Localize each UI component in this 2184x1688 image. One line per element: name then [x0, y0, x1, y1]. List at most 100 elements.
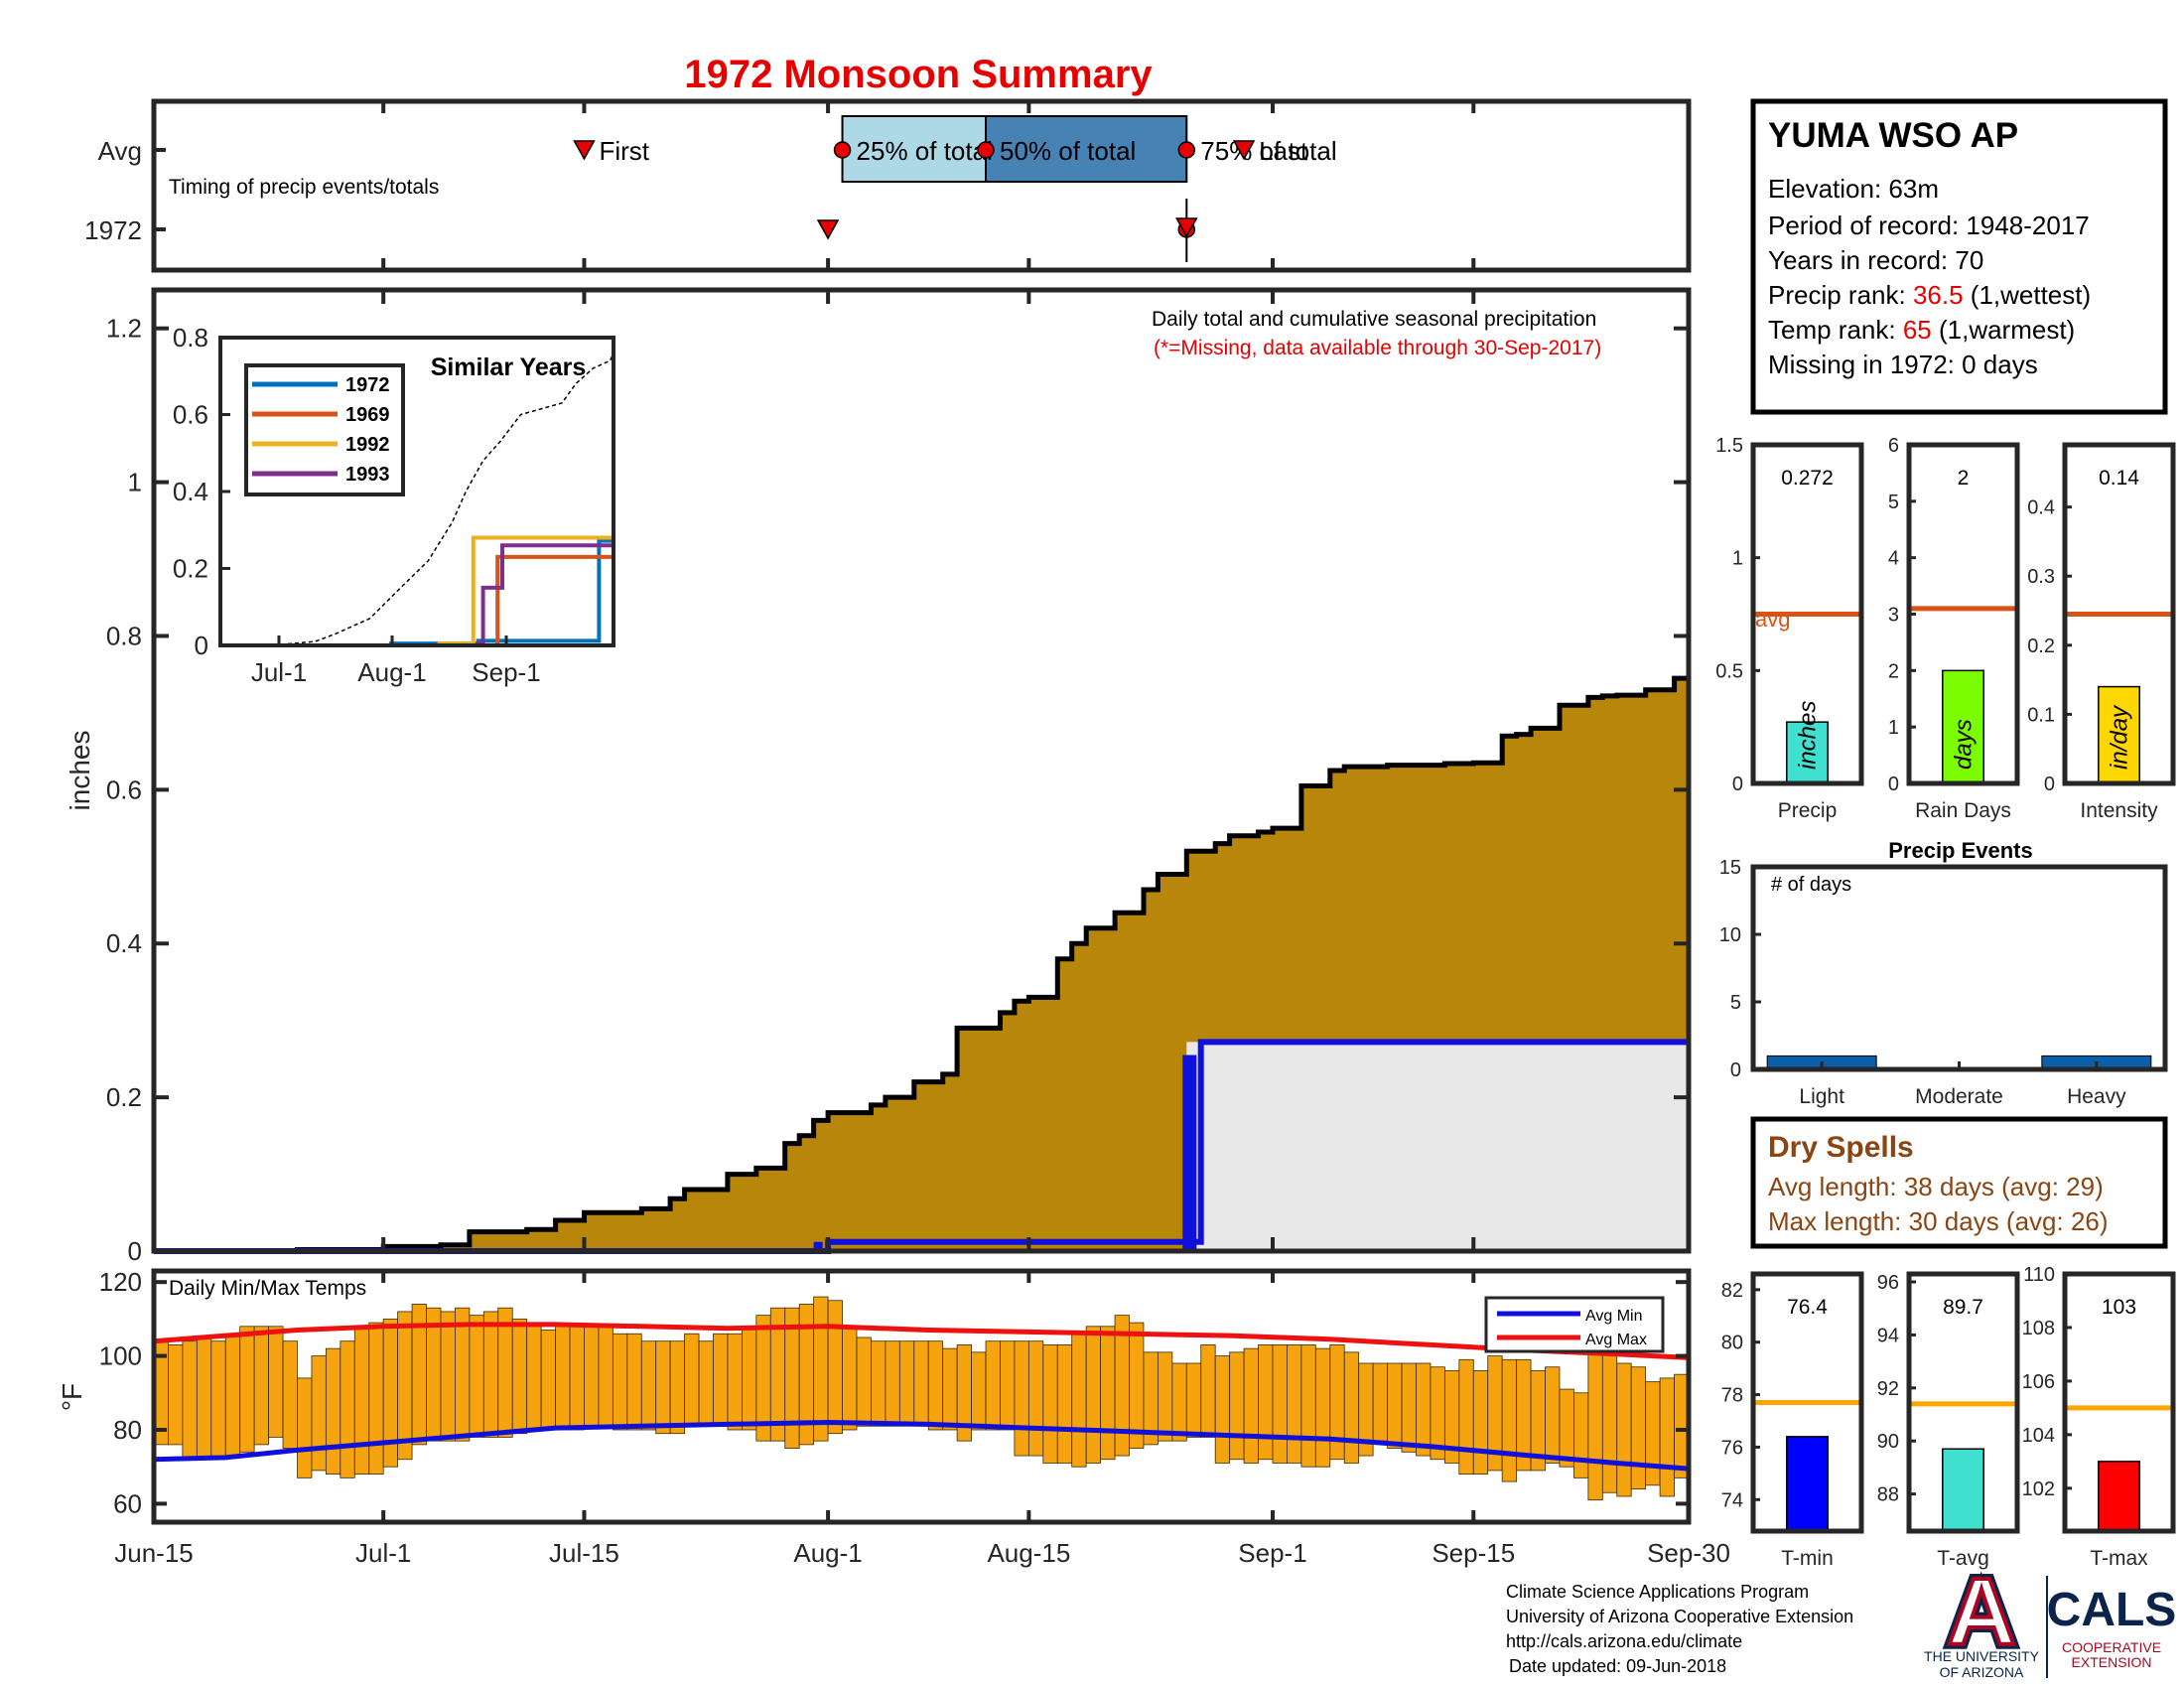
- temp-bar-46: [813, 1296, 829, 1442]
- precip-summary-1-ytick-label-0: 0: [1888, 774, 1899, 795]
- precip-summary-2-frame: [2062, 442, 2176, 786]
- cals-logo: CALS COOPERATIVE EXTENSION: [2047, 1584, 2177, 1670]
- station-temp-rank: Temp rank: 65 (1,warmest): [1768, 315, 2075, 345]
- event-ytick-label-3: 15: [1719, 857, 1741, 879]
- temps-panel: 60 80 100 120 Jun-15 Jul-1 Jul-15 Aug-1 Aug-15 Se…: [57, 1267, 1730, 1568]
- temps-title: Daily Min/Max Temps: [169, 1277, 366, 1300]
- temp-bar-83: [1343, 1351, 1360, 1464]
- temp-bar-79: [1287, 1344, 1302, 1464]
- temp-bar-37: [684, 1333, 700, 1427]
- temp-bar-6: [239, 1326, 255, 1453]
- precip-summary-1-ytick-label-6: 6: [1888, 435, 1899, 457]
- temp-bar-53: [913, 1340, 929, 1427]
- temp-summary-2-frame: [2062, 1271, 2176, 1534]
- timing-panel: Avg 1972 Timing of precip events/totals …: [84, 98, 1692, 273]
- inset-ytick-label-0: 0: [195, 631, 208, 660]
- temp-bar-48: [842, 1326, 858, 1431]
- temp-summary-0-ytick-label-2: 78: [1721, 1385, 1743, 1407]
- temp-bar-60: [1014, 1340, 1029, 1457]
- temp-summary-0-ytick-label-4: 82: [1721, 1280, 1743, 1302]
- temp-bar-33: [626, 1333, 642, 1431]
- temp-summary-0-ytick-label-3: 80: [1721, 1333, 1743, 1354]
- precip-summary-2-ytick-label-1: 0.1: [2027, 704, 2055, 726]
- station-name: YUMA WSO AP: [1768, 116, 2018, 155]
- university-of-arizona-logo: A A THE UNIVERSITY OF ARIZONA: [1924, 1554, 2040, 1680]
- temp-bar-104: [1645, 1381, 1661, 1486]
- temp-bar-32: [612, 1333, 628, 1431]
- temp-bar-7: [253, 1326, 269, 1446]
- cals-sub-2: EXTENSION: [2072, 1654, 2152, 1670]
- precip-summary-2-ytick-label-4: 0.4: [2027, 497, 2055, 519]
- temp-bar-47: [827, 1300, 843, 1435]
- temp-bar-13: [340, 1340, 355, 1478]
- legend-avg-min: Avg Min: [1585, 1308, 1643, 1325]
- temp-bar-3: [196, 1336, 212, 1461]
- temp-bar-88: [1416, 1362, 1432, 1457]
- avg-cumulative-line: [154, 675, 1689, 1254]
- temp-summary-2-ytick-label-4: 110: [2023, 1264, 2055, 1286]
- inset-ytick-label-2: 0.4: [173, 477, 208, 506]
- inset-xtick-label-2: Sep-1: [472, 657, 540, 687]
- precip-summary-1-unit: days: [1951, 719, 1978, 770]
- temp-bar-8: [268, 1326, 284, 1438]
- temp-bar-27: [540, 1330, 556, 1431]
- temp-bar-58: [985, 1340, 1001, 1431]
- avg-p50-marker: [977, 141, 995, 159]
- temp-summary-0-value: 76.4: [1787, 1296, 1828, 1319]
- temp-bar-91: [1458, 1358, 1474, 1476]
- temp-bar-77: [1258, 1344, 1274, 1461]
- date-xtick-label-7: Sep-30: [1647, 1538, 1730, 1568]
- date-xtick-label-6: Sep-15: [1432, 1538, 1515, 1568]
- dry-spells-avg: Avg length: 38 days (avg: 29): [1768, 1172, 2104, 1201]
- daily-total-bar-1: [813, 1241, 823, 1251]
- inset-ytick-label-3: 0.6: [173, 400, 208, 430]
- station-years: Years in record: 70: [1768, 245, 1983, 275]
- precip-summary-1-bar: [1942, 669, 1984, 784]
- precip-summary-avg-label: avg: [1755, 607, 1790, 632]
- temp-bar-30: [584, 1326, 600, 1427]
- temp-summary-2-ytick-label-1: 104: [2022, 1425, 2055, 1447]
- temp-summary-1-ytick-label-0: 88: [1877, 1484, 1899, 1506]
- events-title: Precip Events: [1888, 838, 2033, 863]
- precip-summary-0-ytick-label-3: 1.5: [1715, 435, 1743, 457]
- inset-legend-label-1972: 1972: [345, 374, 390, 396]
- temp-bar-34: [640, 1340, 657, 1431]
- temp-summary-0-ytick-label-0: 74: [1721, 1489, 1743, 1511]
- temp-bar-61: [1027, 1340, 1044, 1457]
- temp-summary-0-bar: [1786, 1436, 1829, 1532]
- precip-summary-1-name: Rain Days: [1915, 799, 2011, 822]
- dry-spells-box: Dry Spells Avg length: 38 days (avg: 29)…: [1750, 1116, 2168, 1249]
- temp-bar-87: [1401, 1362, 1417, 1453]
- figure-title: 1972 Monsoon Summary: [684, 53, 1153, 96]
- precip-summary-2-ytick-label-0: 0: [2044, 774, 2055, 795]
- temp-summary-0-frame: [1750, 1271, 1864, 1534]
- temp-bar-75: [1229, 1351, 1245, 1461]
- main-ytick-label-1: 0.2: [106, 1082, 142, 1112]
- temp-bar-41: [741, 1326, 757, 1431]
- temp-bar-24: [497, 1307, 513, 1438]
- year-first-marker: [816, 219, 840, 240]
- precip-summary-panels: inches 0.272 0 0.5 1 1.5 Precip days 2 0 1 2 3 4 5 6 Rai…: [1715, 435, 2176, 822]
- avg-first-marker: [573, 140, 596, 161]
- inset-avg-line: [245, 352, 614, 646]
- cals-sub-1: COOPERATIVE: [2062, 1639, 2161, 1655]
- temp-bar-21: [455, 1307, 471, 1442]
- date-xtick-label-2: Jul-15: [549, 1538, 619, 1568]
- temp-bar-85: [1372, 1362, 1388, 1442]
- temps-legend: [1484, 1296, 1665, 1353]
- temp-summary-1-frame: [1906, 1271, 2020, 1534]
- temp-bar-55: [942, 1347, 958, 1431]
- temp-summary-2-ytick-label-2: 106: [2022, 1371, 2055, 1393]
- timing-box-25-50: [841, 115, 988, 183]
- event-ytick-label-0: 0: [1730, 1059, 1741, 1081]
- event-ytick-label-2: 10: [1719, 924, 1741, 946]
- temp-summary-1-ytick-label-2: 92: [1877, 1378, 1899, 1400]
- precip-summary-0-name: Precip: [1778, 799, 1838, 822]
- precip-summary-1-frame: [1906, 442, 2020, 786]
- temp-summary-2-value: 103: [2102, 1296, 2136, 1319]
- temp-summary-2-ytick-label-0: 102: [2022, 1478, 2055, 1500]
- temp-bar-25: [511, 1318, 528, 1435]
- temp-bar-66: [1100, 1326, 1116, 1461]
- temp-bar-78: [1272, 1344, 1288, 1464]
- temp-bar-49: [856, 1336, 872, 1427]
